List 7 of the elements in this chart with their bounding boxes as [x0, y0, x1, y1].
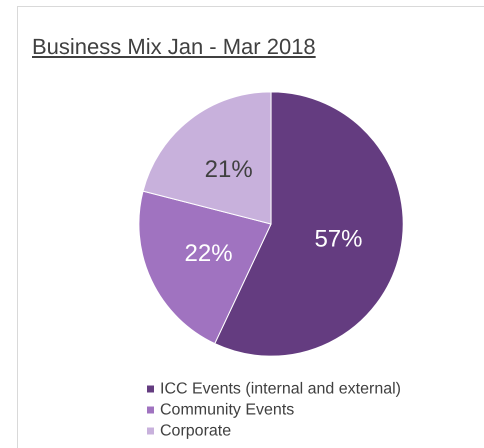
legend-label: Community Events	[160, 402, 294, 418]
data-label: 57%	[314, 226, 362, 253]
chart-title: Business Mix Jan - Mar 2018	[32, 34, 316, 60]
legend-label: ICC Events (internal and external)	[160, 380, 401, 398]
data-label: 22%	[184, 240, 233, 267]
data-label: 21%	[204, 156, 253, 183]
legend-label: Corporate	[160, 422, 232, 440]
